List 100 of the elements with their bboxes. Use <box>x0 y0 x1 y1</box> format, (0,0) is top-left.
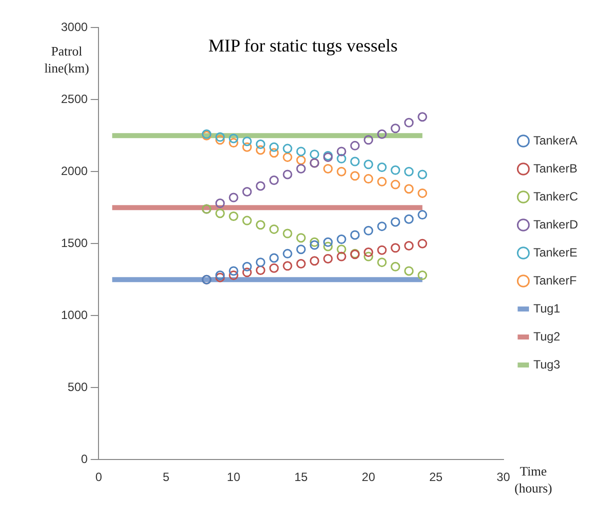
point <box>336 146 346 156</box>
point <box>296 244 306 254</box>
point <box>242 187 252 197</box>
point <box>256 145 266 155</box>
point <box>310 256 320 266</box>
point <box>404 266 414 276</box>
y-tick-label: 1500 <box>60 236 88 250</box>
point <box>377 222 387 232</box>
legend-label: TankerE <box>533 245 578 260</box>
point <box>242 136 252 146</box>
point <box>215 208 225 218</box>
legend-label: TankerA <box>533 133 578 148</box>
point <box>336 166 346 176</box>
point <box>390 262 400 272</box>
point <box>310 240 320 250</box>
point <box>269 263 279 273</box>
point <box>404 214 414 224</box>
x-tick-label: 10 <box>226 470 241 484</box>
point <box>282 261 292 271</box>
point <box>336 244 346 254</box>
x-axis-title: Time (hours) <box>514 464 552 496</box>
point <box>282 152 292 162</box>
point <box>323 237 333 247</box>
x-tick-label: 0 <box>95 470 102 484</box>
legend-label: Tug1 <box>533 301 561 316</box>
point <box>377 176 387 186</box>
point <box>282 170 292 180</box>
x-tick-label: 15 <box>294 470 308 484</box>
point <box>323 242 333 252</box>
point <box>228 192 238 202</box>
y-tick-label: 3000 <box>60 20 88 34</box>
point <box>256 181 266 191</box>
point <box>364 247 374 257</box>
y-tick-label: 2000 <box>60 164 88 178</box>
point <box>282 144 292 154</box>
point <box>350 140 360 150</box>
point <box>404 184 414 194</box>
point <box>390 243 400 253</box>
point <box>336 234 346 244</box>
point <box>336 154 346 164</box>
point <box>404 118 414 128</box>
point <box>404 241 414 251</box>
y-tick-label: 1000 <box>60 308 88 322</box>
x-tick-label: 25 <box>429 470 443 484</box>
point <box>215 198 225 208</box>
point <box>282 248 292 258</box>
point <box>228 138 238 148</box>
point <box>404 166 414 176</box>
point <box>256 258 266 268</box>
point <box>350 230 360 240</box>
point <box>377 129 387 139</box>
point <box>215 135 225 145</box>
point <box>296 155 306 165</box>
point <box>364 135 374 145</box>
point <box>390 217 400 227</box>
point <box>364 174 374 184</box>
point <box>390 180 400 190</box>
point <box>377 245 387 255</box>
legend-label: TankerB <box>533 161 578 176</box>
point <box>215 132 225 142</box>
point <box>377 258 387 268</box>
y-tick-label: 2500 <box>60 92 88 106</box>
y-tick-label: 500 <box>68 380 88 394</box>
point <box>256 265 266 275</box>
point <box>296 146 306 156</box>
point <box>228 270 238 280</box>
point <box>242 142 252 152</box>
y-axis-title: Patrol line(km) <box>44 44 90 76</box>
legend-label: TankerD <box>533 217 578 232</box>
point <box>269 148 279 158</box>
y-tick-label: 0 <box>81 452 88 466</box>
point <box>256 139 266 149</box>
point <box>269 142 279 152</box>
point <box>228 134 238 144</box>
point <box>336 252 346 262</box>
point <box>350 156 360 166</box>
point <box>418 112 428 122</box>
point <box>418 210 428 220</box>
point <box>269 253 279 263</box>
point <box>269 224 279 234</box>
point <box>242 216 252 226</box>
point <box>282 228 292 238</box>
point <box>350 171 360 181</box>
point <box>228 266 238 276</box>
point <box>269 175 279 185</box>
point <box>418 270 428 280</box>
point <box>390 124 400 134</box>
x-tick-label: 30 <box>496 470 510 484</box>
point <box>296 259 306 269</box>
point <box>377 162 387 172</box>
point <box>418 188 428 198</box>
point <box>242 268 252 278</box>
point <box>310 237 320 247</box>
point <box>364 160 374 170</box>
point <box>242 262 252 272</box>
point <box>323 164 333 174</box>
point <box>296 164 306 174</box>
point <box>296 233 306 243</box>
point <box>364 226 374 236</box>
x-tick-label: 5 <box>162 470 170 484</box>
